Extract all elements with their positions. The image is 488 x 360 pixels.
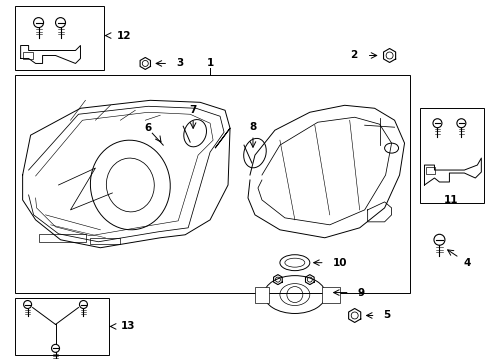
Bar [419, 108, 483, 203]
Text: 10: 10 [332, 258, 346, 268]
Bar [15, 6, 104, 71]
Bar [39, 234, 86, 242]
Text: 8: 8 [249, 122, 256, 132]
Text: 2: 2 [350, 50, 357, 60]
Bar [15, 298, 109, 355]
Text: 3: 3 [176, 58, 183, 68]
Text: 1: 1 [206, 58, 213, 68]
Bar [321, 287, 339, 302]
Text: 5: 5 [383, 310, 390, 320]
Text: 12: 12 [116, 31, 131, 41]
Bar [15, 75, 408, 293]
Text: 6: 6 [144, 123, 152, 133]
Bar [426, 167, 435, 174]
Text: 7: 7 [189, 105, 197, 115]
Bar [254, 287, 268, 302]
Bar [90, 238, 120, 244]
Text: 13: 13 [120, 321, 135, 332]
Text: 9: 9 [357, 288, 364, 298]
Bar [22, 53, 33, 59]
Text: 4: 4 [463, 258, 470, 268]
Text: 11: 11 [443, 195, 458, 205]
